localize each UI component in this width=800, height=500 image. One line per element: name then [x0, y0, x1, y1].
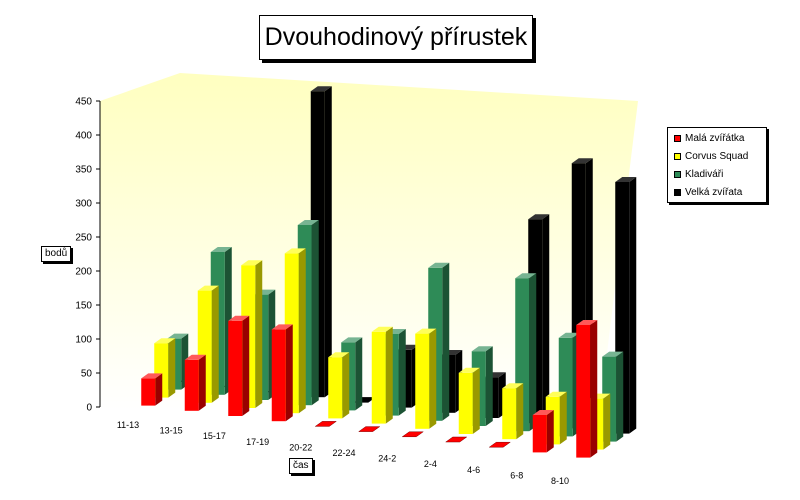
- legend-swatch-3: [674, 188, 681, 196]
- y-tick-label-6: 300: [75, 199, 92, 210]
- y-tick-label-4: 200: [75, 267, 92, 278]
- x-tick-label-0: 11-13: [117, 420, 139, 430]
- legend-swatch-0: [674, 134, 681, 142]
- x-tick-label-6: 24-2: [378, 454, 396, 464]
- y-tick-label-8: 400: [75, 131, 92, 142]
- y-tick-label-9: 450: [75, 97, 92, 108]
- bar-1-7: [458, 367, 480, 434]
- y-axis-label: bodů: [41, 246, 72, 262]
- x-tick-label-1: 13-15: [160, 426, 183, 436]
- x-tick-label-9: 6-8: [510, 470, 523, 480]
- legend-label-0: Malá zvířátka: [685, 132, 745, 144]
- chart-title: Dvouhodinový přírustek: [259, 15, 533, 60]
- bar-0-2: [228, 315, 250, 416]
- bar-0-0: [141, 373, 163, 406]
- y-tick-label-2: 100: [75, 335, 92, 346]
- bar-1-8: [502, 383, 524, 440]
- y-tick-label-5: 250: [75, 233, 92, 244]
- y-tick-label-7: 350: [75, 165, 92, 176]
- y-tick-label-1: 50: [81, 369, 93, 380]
- bar-0-7: [444, 436, 468, 443]
- legend-swatch-1: [674, 152, 681, 160]
- y-axis: 0 50 100 150 200 250 300 350 400 450: [75, 97, 101, 414]
- legend-item-2: Kladiváři: [668, 166, 766, 182]
- bar-0-1: [184, 354, 206, 411]
- x-tick-label-8: 4-6: [467, 465, 480, 475]
- x-axis-label: čas: [289, 458, 313, 474]
- bar-1-6: [415, 328, 437, 429]
- bars-layer: [141, 86, 637, 458]
- bar-0-4: [314, 421, 338, 427]
- bar-0-5: [357, 426, 381, 432]
- y-tick-label-3: 150: [75, 301, 92, 312]
- legend-label-1: Corvus Squad: [685, 150, 749, 162]
- bar-1-0: [154, 338, 176, 398]
- bar-0-3: [271, 324, 293, 422]
- x-tick-label-3: 17-19: [246, 437, 269, 447]
- legend-item-3: Velká zvířata: [668, 184, 766, 200]
- legend-item-1: Corvus Squad: [668, 148, 766, 164]
- legend-label-3: Velká zvířata: [685, 186, 743, 198]
- bar-0-9: [532, 410, 554, 453]
- bar-0-10: [576, 320, 598, 458]
- legend-label-2: Kladiváři: [685, 168, 724, 180]
- y-tick-label-0: 0: [86, 403, 92, 414]
- bar-1-4: [328, 352, 350, 419]
- x-tick-label-7: 2-4: [424, 459, 437, 469]
- x-tick-label-10: 8-10: [551, 476, 569, 486]
- bar-1-5: [371, 326, 393, 424]
- bar-0-6: [401, 431, 425, 438]
- bar-0-8: [488, 441, 512, 448]
- legend: Malá zvířátka Corvus Squad Kladiváři Vel…: [667, 127, 767, 203]
- x-tick-label-5: 22-24: [332, 448, 355, 458]
- x-axis: 11-13 13-15 15-17 17-19 20-22 22-24 24-2 2-4 4-6…: [117, 420, 569, 486]
- legend-item-0: Malá zvířátka: [668, 130, 766, 146]
- x-tick-label-2: 15-17: [203, 431, 226, 441]
- legend-swatch-2: [674, 170, 681, 178]
- x-tick-label-4: 20-22: [289, 442, 312, 452]
